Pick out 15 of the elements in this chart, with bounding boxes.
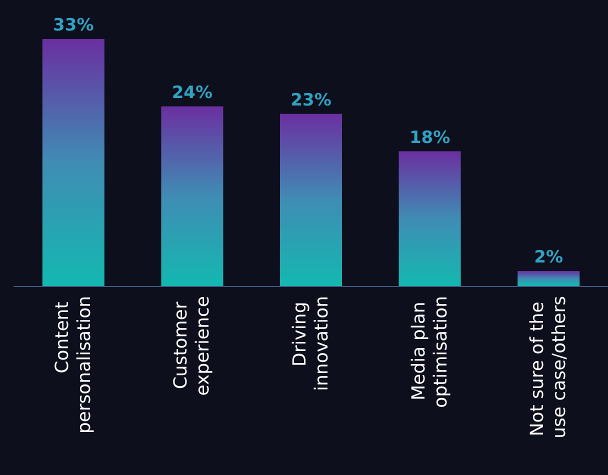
bar [398, 151, 461, 286]
x-tick-label: Not sure of the use case/others [527, 296, 570, 438]
data-label: 33% [53, 16, 94, 36]
data-label: 2% [534, 248, 564, 268]
x-tick-label: Content personalisation [52, 296, 95, 434]
data-label: 24% [172, 82, 213, 103]
bar [42, 39, 104, 286]
bar [518, 271, 580, 286]
data-label: 18% [409, 128, 450, 148]
data-label: 23% [290, 90, 332, 110]
bar [161, 106, 224, 286]
x-tick-label: Media plan optimisation [408, 296, 452, 408]
bar [280, 114, 342, 286]
x-tick-label: Customer experience [170, 296, 214, 396]
x-tick-label: Driving innovation [290, 296, 332, 391]
